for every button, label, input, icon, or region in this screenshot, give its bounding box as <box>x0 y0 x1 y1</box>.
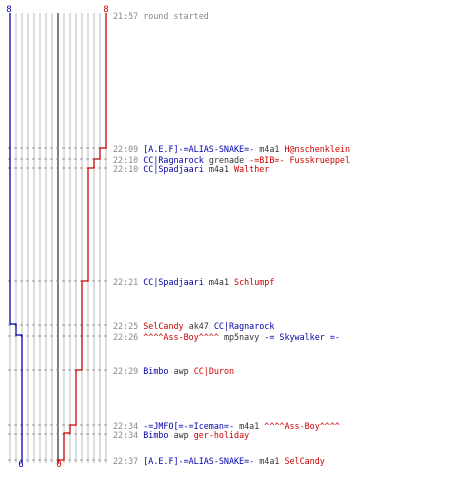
log-segment: awp <box>168 366 188 376</box>
log-segment: Bimbo <box>138 430 168 440</box>
log-segment: SelCandy <box>279 456 324 466</box>
event-separators <box>8 147 110 461</box>
log-segment: m4a1 <box>204 164 229 174</box>
log-segment: [A.E.F]-=ALIAS-SNAKE=- <box>138 144 254 154</box>
blue-team-line <box>9 13 23 463</box>
log-segment: ^^^^Ass-Boy^^^^ <box>138 332 219 342</box>
kill-log: 21:57 round started 22:09 [A.E.F]-=ALIAS-… <box>113 11 350 466</box>
log-segment: Schlumpf <box>229 277 274 287</box>
log-segment: round started <box>138 11 209 21</box>
log-segment: grenade <box>204 155 244 165</box>
log-time: 22:10 <box>113 155 138 165</box>
log-segment: -= Skywalker =- <box>259 332 340 342</box>
log-row: 22:34 Bimbo awp ger-holiday <box>113 430 249 440</box>
log-segment: m4a1 <box>254 144 279 154</box>
log-segment: ger-holiday <box>189 430 250 440</box>
log-time: 22:29 <box>113 366 138 376</box>
log-time: 22:26 <box>113 332 138 342</box>
log-row: 21:57 round started <box>113 11 209 21</box>
log-segment: SelCandy <box>138 321 183 331</box>
log-row: 22:10 CC|Ragnarock grenade -=BIB=- Fussk… <box>113 155 350 165</box>
log-segment: Bimbo <box>138 366 168 376</box>
log-segment: m4a1 <box>204 277 229 287</box>
red-end-count: 0 <box>56 460 61 470</box>
log-segment: CC|Spadjaari <box>138 164 204 174</box>
log-row: 22:34 -=JMFO[=-=Iceman=- m4a1 ^^^^Ass-Bo… <box>113 421 340 431</box>
log-segment: Walther <box>229 164 269 174</box>
blue-start-count: 8 <box>6 5 11 15</box>
log-time: 22:34 <box>113 430 138 440</box>
log-segment: awp <box>168 430 188 440</box>
log-segment: CC|Duron <box>189 366 234 376</box>
log-segment: [A.E.F]-=ALIAS-SNAKE=- <box>138 456 254 466</box>
log-time: 22:09 <box>113 144 138 154</box>
log-segment: ak47 <box>184 321 209 331</box>
grid <box>9 13 107 463</box>
log-segment: -=BIB=- Fusskrueppel <box>244 155 350 165</box>
log-row: 22:26 ^^^^Ass-Boy^^^^ mp5navy -= Skywalk… <box>113 332 340 342</box>
red-start-count: 8 <box>103 5 108 15</box>
log-time: 22:34 <box>113 421 138 431</box>
log-time: 22:37 <box>113 456 138 466</box>
log-segment: ^^^^Ass-Boy^^^^ <box>259 421 340 431</box>
log-time: 22:10 <box>113 164 138 174</box>
log-row: 22:37 [A.E.F]-=ALIAS-SNAKE=- m4a1 SelCan… <box>113 456 325 466</box>
log-segment: CC|Ragnarock <box>138 155 204 165</box>
log-segment: CC|Spadjaari <box>138 277 204 287</box>
log-time: 22:21 <box>113 277 138 287</box>
log-segment: m4a1 <box>254 456 279 466</box>
log-row: 22:29 Bimbo awp CC|Duron <box>113 366 234 376</box>
blue-end-count: 6 <box>18 460 23 470</box>
log-segment: mp5navy <box>219 332 259 342</box>
log-time: 22:25 <box>113 321 138 331</box>
red-team-line <box>57 13 107 463</box>
log-time: 21:57 <box>113 11 138 21</box>
log-segment: H@nschenklein <box>279 144 350 154</box>
log-row: 22:09 [A.E.F]-=ALIAS-SNAKE=- m4a1 H@nsch… <box>113 144 350 154</box>
log-row: 22:21 CC|Spadjaari m4a1 Schlumpf <box>113 277 274 287</box>
log-segment: m4a1 <box>234 421 259 431</box>
log-row: 22:25 SelCandy ak47 CC|Ragnarock <box>113 321 274 331</box>
log-row: 22:10 CC|Spadjaari m4a1 Walther <box>113 164 269 174</box>
log-segment: CC|Ragnarock <box>209 321 275 331</box>
log-segment: -=JMFO[=-=Iceman=- <box>138 421 234 431</box>
